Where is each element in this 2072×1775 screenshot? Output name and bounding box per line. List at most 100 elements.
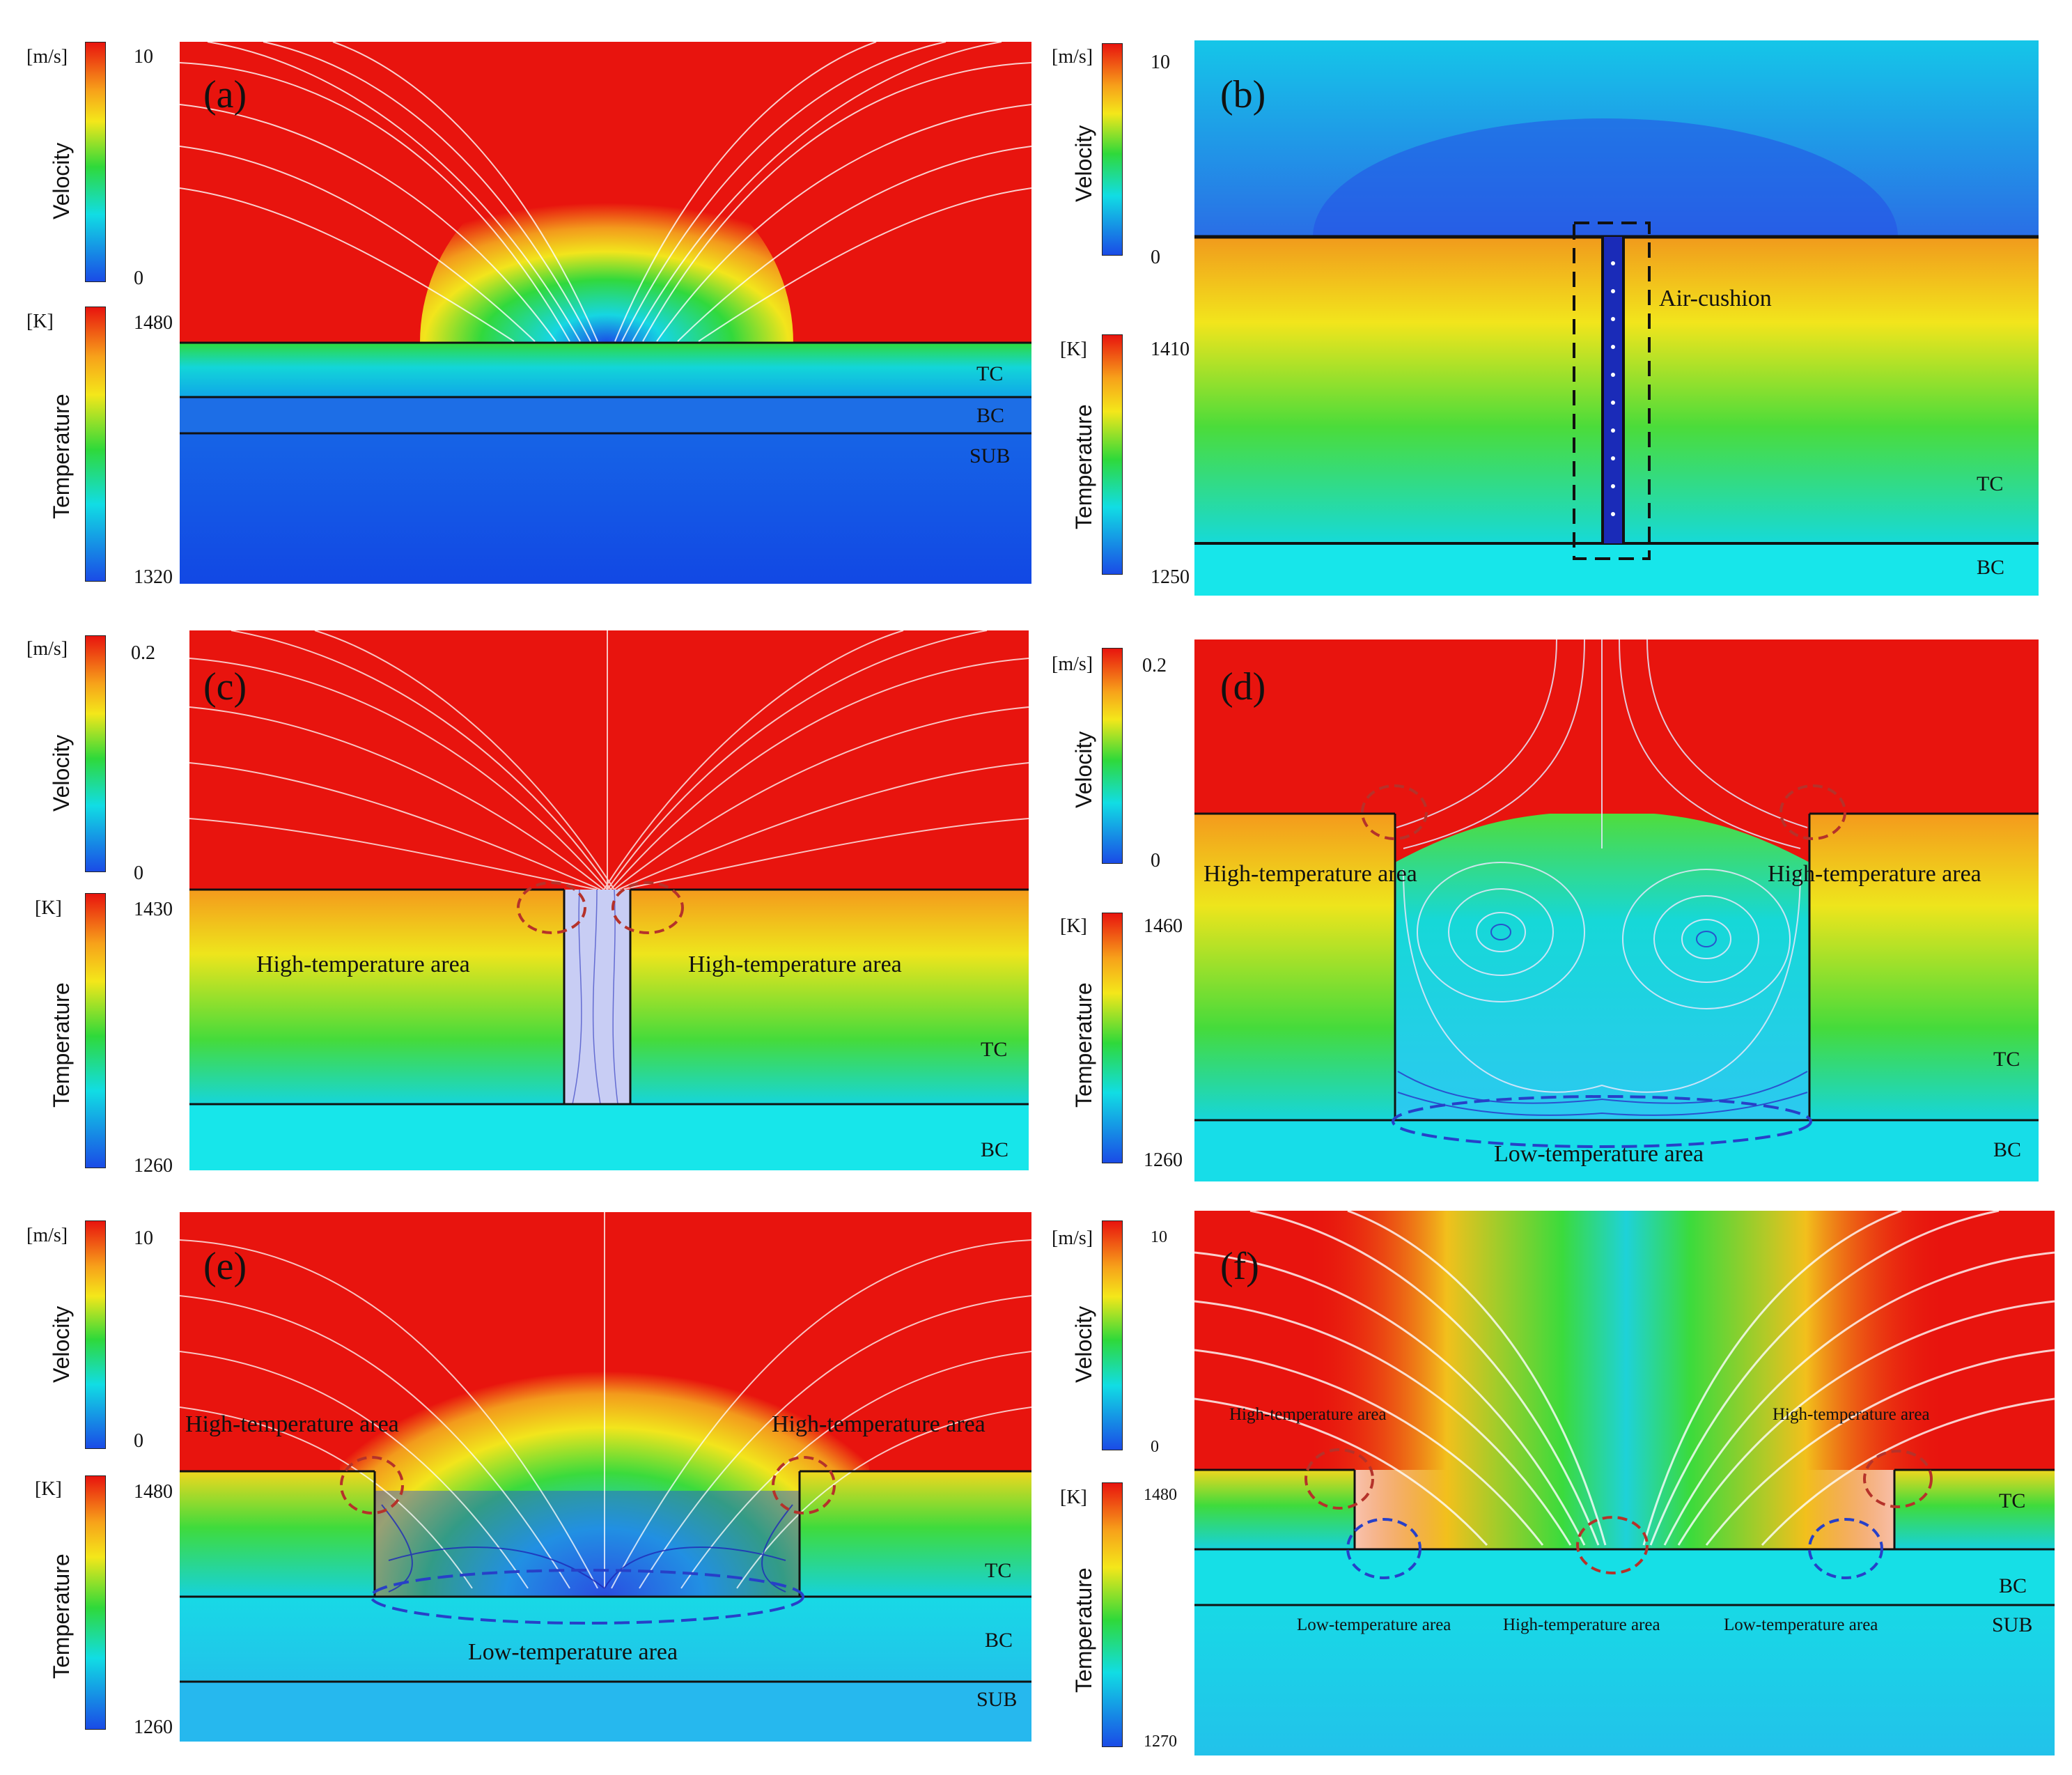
temperature-axis-title: Temperature <box>1071 1567 1096 1693</box>
temperature-axis-title: Temperature <box>49 394 74 519</box>
temperature-min-tick: 1260 <box>134 1716 173 1738</box>
velocity-colorbar <box>85 42 106 282</box>
high-temperature-area-left: High-temperature area <box>1229 1405 1387 1424</box>
velocity-axis-title: Velocity <box>1071 731 1096 808</box>
high-temperature-area-right: High-temperature area <box>688 952 902 977</box>
velocity-max-tick: 10 <box>1151 52 1170 73</box>
contour-f <box>1194 1211 2055 1755</box>
temperature-colorbar <box>85 307 106 582</box>
velocity-max-tick: 0.2 <box>1142 655 1167 676</box>
temperature-max-tick: 1480 <box>134 1481 173 1503</box>
velocity-unit: [m/s] <box>1052 46 1093 68</box>
region-tc-label: TC <box>976 362 1004 385</box>
panel-b-label: (b) <box>1220 73 1266 116</box>
temperature-min-tick: 1260 <box>1144 1149 1183 1171</box>
temperature-min-tick: 1260 <box>134 1155 173 1177</box>
velocity-unit: [m/s] <box>26 638 68 660</box>
temperature-axis-title: Temperature <box>1071 982 1096 1108</box>
temperature-max-tick: 1410 <box>1151 339 1190 360</box>
velocity-min-tick: 0 <box>134 862 143 884</box>
velocity-max-tick: 10 <box>134 46 153 68</box>
panel-d-label: (d) <box>1220 665 1266 708</box>
contour-e <box>180 1212 1031 1742</box>
region-sub-label: SUB <box>1992 1613 2033 1636</box>
temperature-max-tick: 1430 <box>134 899 173 920</box>
plot-c <box>189 630 1029 1170</box>
temperature-unit: [K] <box>26 311 54 332</box>
velocity-unit: [m/s] <box>26 1225 68 1246</box>
low-temperature-area-left: Low-temperature area <box>1297 1615 1451 1634</box>
high-temperature-area-right: High-temperature area <box>772 1411 986 1437</box>
high-temperature-area-left: High-temperature area <box>256 952 470 977</box>
velocity-min-tick: 0 <box>134 1430 143 1452</box>
region-tc-label: TC <box>1999 1489 2026 1512</box>
velocity-min-tick: 0 <box>1151 247 1160 268</box>
plot-a <box>180 42 1031 584</box>
temperature-axis-title: Temperature <box>1071 404 1096 529</box>
temperature-colorbar <box>1102 334 1123 575</box>
temperature-unit: [K] <box>1060 1487 1087 1508</box>
velocity-unit: [m/s] <box>1052 1227 1093 1249</box>
temperature-colorbar <box>85 1475 106 1730</box>
region-sub-label: SUB <box>969 444 1011 467</box>
plot-d <box>1194 640 2039 1181</box>
panel-c-label: (c) <box>203 665 247 708</box>
panel-f-label: (f) <box>1220 1245 1259 1288</box>
high-temperature-area-center: High-temperature area <box>1503 1615 1660 1634</box>
region-bc-label: BC <box>1999 1574 2027 1597</box>
panel-e-label: (e) <box>203 1245 247 1288</box>
temperature-unit: [K] <box>1060 339 1087 360</box>
velocity-axis-title: Velocity <box>49 1305 74 1383</box>
air-cushion-label: Air-cushion <box>1659 286 1772 311</box>
temperature-colorbar <box>1102 1482 1123 1747</box>
contour-b <box>1194 40 2039 596</box>
panel-a-label: (a) <box>203 73 247 116</box>
temperature-min-tick: 1250 <box>1151 566 1190 588</box>
temperature-colorbar <box>1102 913 1123 1163</box>
velocity-axis-title: Velocity <box>49 734 74 812</box>
region-tc-label: TC <box>985 1559 1012 1582</box>
velocity-colorbar <box>1102 43 1123 256</box>
velocity-colorbar <box>85 1220 106 1449</box>
region-bc-label: BC <box>976 404 1005 427</box>
temperature-axis-title: Temperature <box>49 1553 74 1679</box>
region-tc-label: TC <box>1993 1048 2020 1071</box>
region-bc-label: BC <box>1977 556 2005 579</box>
plot-e <box>180 1212 1031 1742</box>
plot-b <box>1194 40 2039 596</box>
velocity-max-tick: 10 <box>1151 1228 1167 1246</box>
contour-c <box>189 630 1029 1170</box>
contour-d <box>1194 640 2039 1181</box>
temperature-max-tick: 1480 <box>1144 1486 1177 1504</box>
velocity-colorbar <box>85 635 106 872</box>
low-temperature-area-right: Low-temperature area <box>1724 1615 1878 1634</box>
region-bc-label: BC <box>981 1138 1009 1161</box>
velocity-max-tick: 10 <box>134 1227 153 1249</box>
high-temperature-area-left: High-temperature area <box>185 1411 399 1437</box>
velocity-unit: [m/s] <box>1052 653 1093 675</box>
high-temperature-area-right: High-temperature area <box>1768 861 1981 887</box>
velocity-axis-title: Velocity <box>1071 125 1096 202</box>
velocity-min-tick: 0 <box>134 268 143 289</box>
plot-f <box>1194 1211 2055 1755</box>
high-temperature-area-right: High-temperature area <box>1773 1405 1930 1424</box>
velocity-unit: [m/s] <box>26 46 68 68</box>
velocity-axis-title: Velocity <box>1071 1305 1096 1383</box>
velocity-min-tick: 0 <box>1151 850 1160 871</box>
temperature-unit: [K] <box>35 897 62 919</box>
temperature-colorbar <box>85 893 106 1168</box>
region-bc-label: BC <box>1993 1138 2022 1161</box>
temperature-min-tick: 1270 <box>1144 1733 1177 1751</box>
velocity-max-tick: 0.2 <box>131 642 155 664</box>
temperature-unit: [K] <box>35 1478 62 1500</box>
region-sub-label: SUB <box>976 1688 1018 1711</box>
high-temperature-area-left: High-temperature area <box>1204 861 1417 887</box>
low-temperature-area: Low-temperature area <box>468 1639 678 1665</box>
temperature-unit: [K] <box>1060 915 1087 937</box>
contour-a <box>180 42 1031 584</box>
velocity-colorbar <box>1102 648 1123 864</box>
temperature-min-tick: 1320 <box>134 566 173 588</box>
temperature-max-tick: 1460 <box>1144 915 1183 937</box>
region-tc-label: TC <box>1977 472 2004 495</box>
region-tc-label: TC <box>981 1038 1008 1061</box>
